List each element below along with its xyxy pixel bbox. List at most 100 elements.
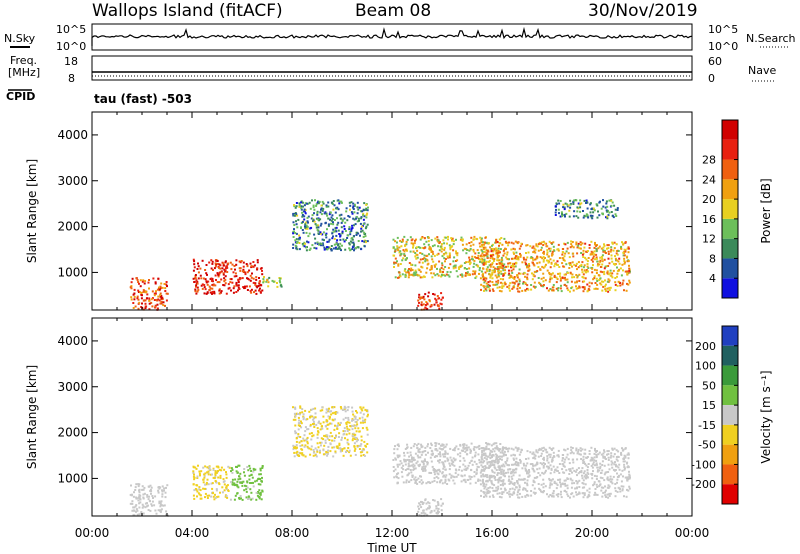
data-cell <box>313 246 316 249</box>
data-cell <box>350 229 353 232</box>
data-cell <box>215 465 218 468</box>
data-cell <box>628 485 631 488</box>
data-cell <box>559 279 562 282</box>
data-cell <box>312 423 314 425</box>
data-cell <box>596 280 599 282</box>
data-cell <box>325 450 328 453</box>
data-cell <box>328 246 331 249</box>
data-cell <box>512 463 515 466</box>
data-cell <box>238 277 241 279</box>
data-cell <box>397 456 400 459</box>
data-cell <box>254 468 257 471</box>
data-cell <box>193 260 196 263</box>
data-cell <box>258 289 260 292</box>
data-cell <box>224 261 227 264</box>
data-cell <box>442 455 445 458</box>
data-cell <box>590 216 593 219</box>
data-cell <box>411 474 414 477</box>
data-cell <box>449 248 452 251</box>
data-cell <box>518 484 521 487</box>
data-cell <box>482 285 485 287</box>
data-cell <box>354 448 357 450</box>
data-cell <box>210 482 213 485</box>
data-cell <box>246 486 249 489</box>
data-cell <box>538 261 541 264</box>
data-cell <box>593 483 596 486</box>
data-cell <box>332 247 335 250</box>
data-cell <box>348 226 351 229</box>
data-cell <box>362 454 365 456</box>
data-cell <box>607 290 610 293</box>
data-cell <box>616 209 619 211</box>
data-cell <box>542 491 545 494</box>
data-cell <box>481 260 484 262</box>
data-cell <box>610 452 613 455</box>
data-cell <box>580 449 582 452</box>
data-cell <box>142 512 145 515</box>
data-cell <box>505 248 507 251</box>
data-cell <box>351 224 354 227</box>
data-cell <box>151 500 154 503</box>
data-cell <box>225 267 227 270</box>
data-cell <box>139 279 142 282</box>
data-cell <box>449 263 452 266</box>
data-cell <box>150 490 153 493</box>
data-cell <box>512 268 515 271</box>
data-cell <box>557 289 560 292</box>
data-cell <box>540 452 543 455</box>
data-cell <box>332 221 334 224</box>
data-cell <box>569 271 572 274</box>
data-cell <box>463 247 466 250</box>
data-cell <box>480 255 483 258</box>
data-cell <box>481 245 484 248</box>
data-cell <box>547 465 550 468</box>
data-cell <box>163 504 166 507</box>
data-cell <box>585 269 588 271</box>
data-cell <box>548 446 551 449</box>
data-cell <box>310 408 313 411</box>
data-cell <box>511 482 514 485</box>
data-cell <box>493 461 496 464</box>
data-cell <box>475 469 478 472</box>
data-cell <box>279 277 282 280</box>
data-cell <box>417 304 420 307</box>
data-cell <box>623 248 626 251</box>
data-cell <box>212 468 215 471</box>
data-cell <box>581 276 584 278</box>
data-cell <box>622 279 625 282</box>
data-cell <box>517 462 520 464</box>
data-cell <box>581 448 584 451</box>
data-cell <box>418 293 421 296</box>
data-cell <box>312 204 315 207</box>
data-cell <box>611 461 614 464</box>
data-cell <box>583 280 586 283</box>
data-cell <box>512 470 515 473</box>
data-cell <box>571 471 573 474</box>
data-cell <box>482 491 485 493</box>
data-cell <box>138 506 141 509</box>
data-cell <box>499 278 502 280</box>
data-cell <box>299 405 302 408</box>
data-cell <box>528 264 531 267</box>
data-cell <box>440 298 443 301</box>
data-cell <box>211 262 214 265</box>
data-cell <box>317 200 320 203</box>
data-cell <box>366 240 369 243</box>
data-cell <box>593 493 596 496</box>
data-cell <box>354 427 357 430</box>
data-cell <box>541 241 544 244</box>
data-cell <box>468 263 471 266</box>
data-cell <box>486 255 489 258</box>
data-cell <box>490 464 492 467</box>
data-cell <box>524 289 527 292</box>
data-cell <box>405 479 408 482</box>
data-cell <box>435 442 438 445</box>
data-cell <box>410 239 413 242</box>
data-cell <box>628 264 630 267</box>
data-cell <box>472 238 475 241</box>
data-cell <box>399 253 402 256</box>
data-cell <box>602 491 605 494</box>
data-cell <box>563 208 566 211</box>
data-cell <box>599 467 602 470</box>
data-cell <box>203 284 206 286</box>
